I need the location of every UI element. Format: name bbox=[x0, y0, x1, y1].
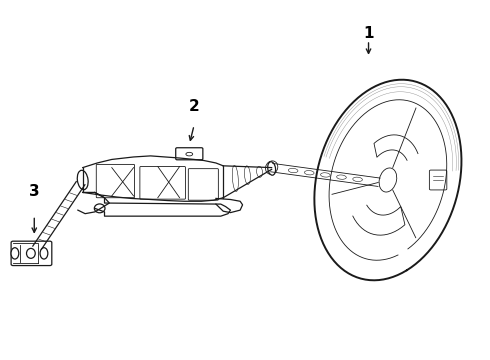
Ellipse shape bbox=[77, 170, 88, 190]
FancyBboxPatch shape bbox=[11, 241, 52, 266]
FancyBboxPatch shape bbox=[176, 148, 203, 160]
Text: 2: 2 bbox=[189, 99, 199, 114]
Ellipse shape bbox=[268, 162, 275, 175]
Ellipse shape bbox=[379, 168, 397, 192]
Text: 3: 3 bbox=[29, 184, 40, 199]
Ellipse shape bbox=[11, 248, 19, 259]
Ellipse shape bbox=[266, 161, 278, 174]
Text: 1: 1 bbox=[363, 26, 374, 41]
Ellipse shape bbox=[26, 248, 35, 258]
Ellipse shape bbox=[40, 248, 48, 259]
Ellipse shape bbox=[95, 204, 105, 213]
